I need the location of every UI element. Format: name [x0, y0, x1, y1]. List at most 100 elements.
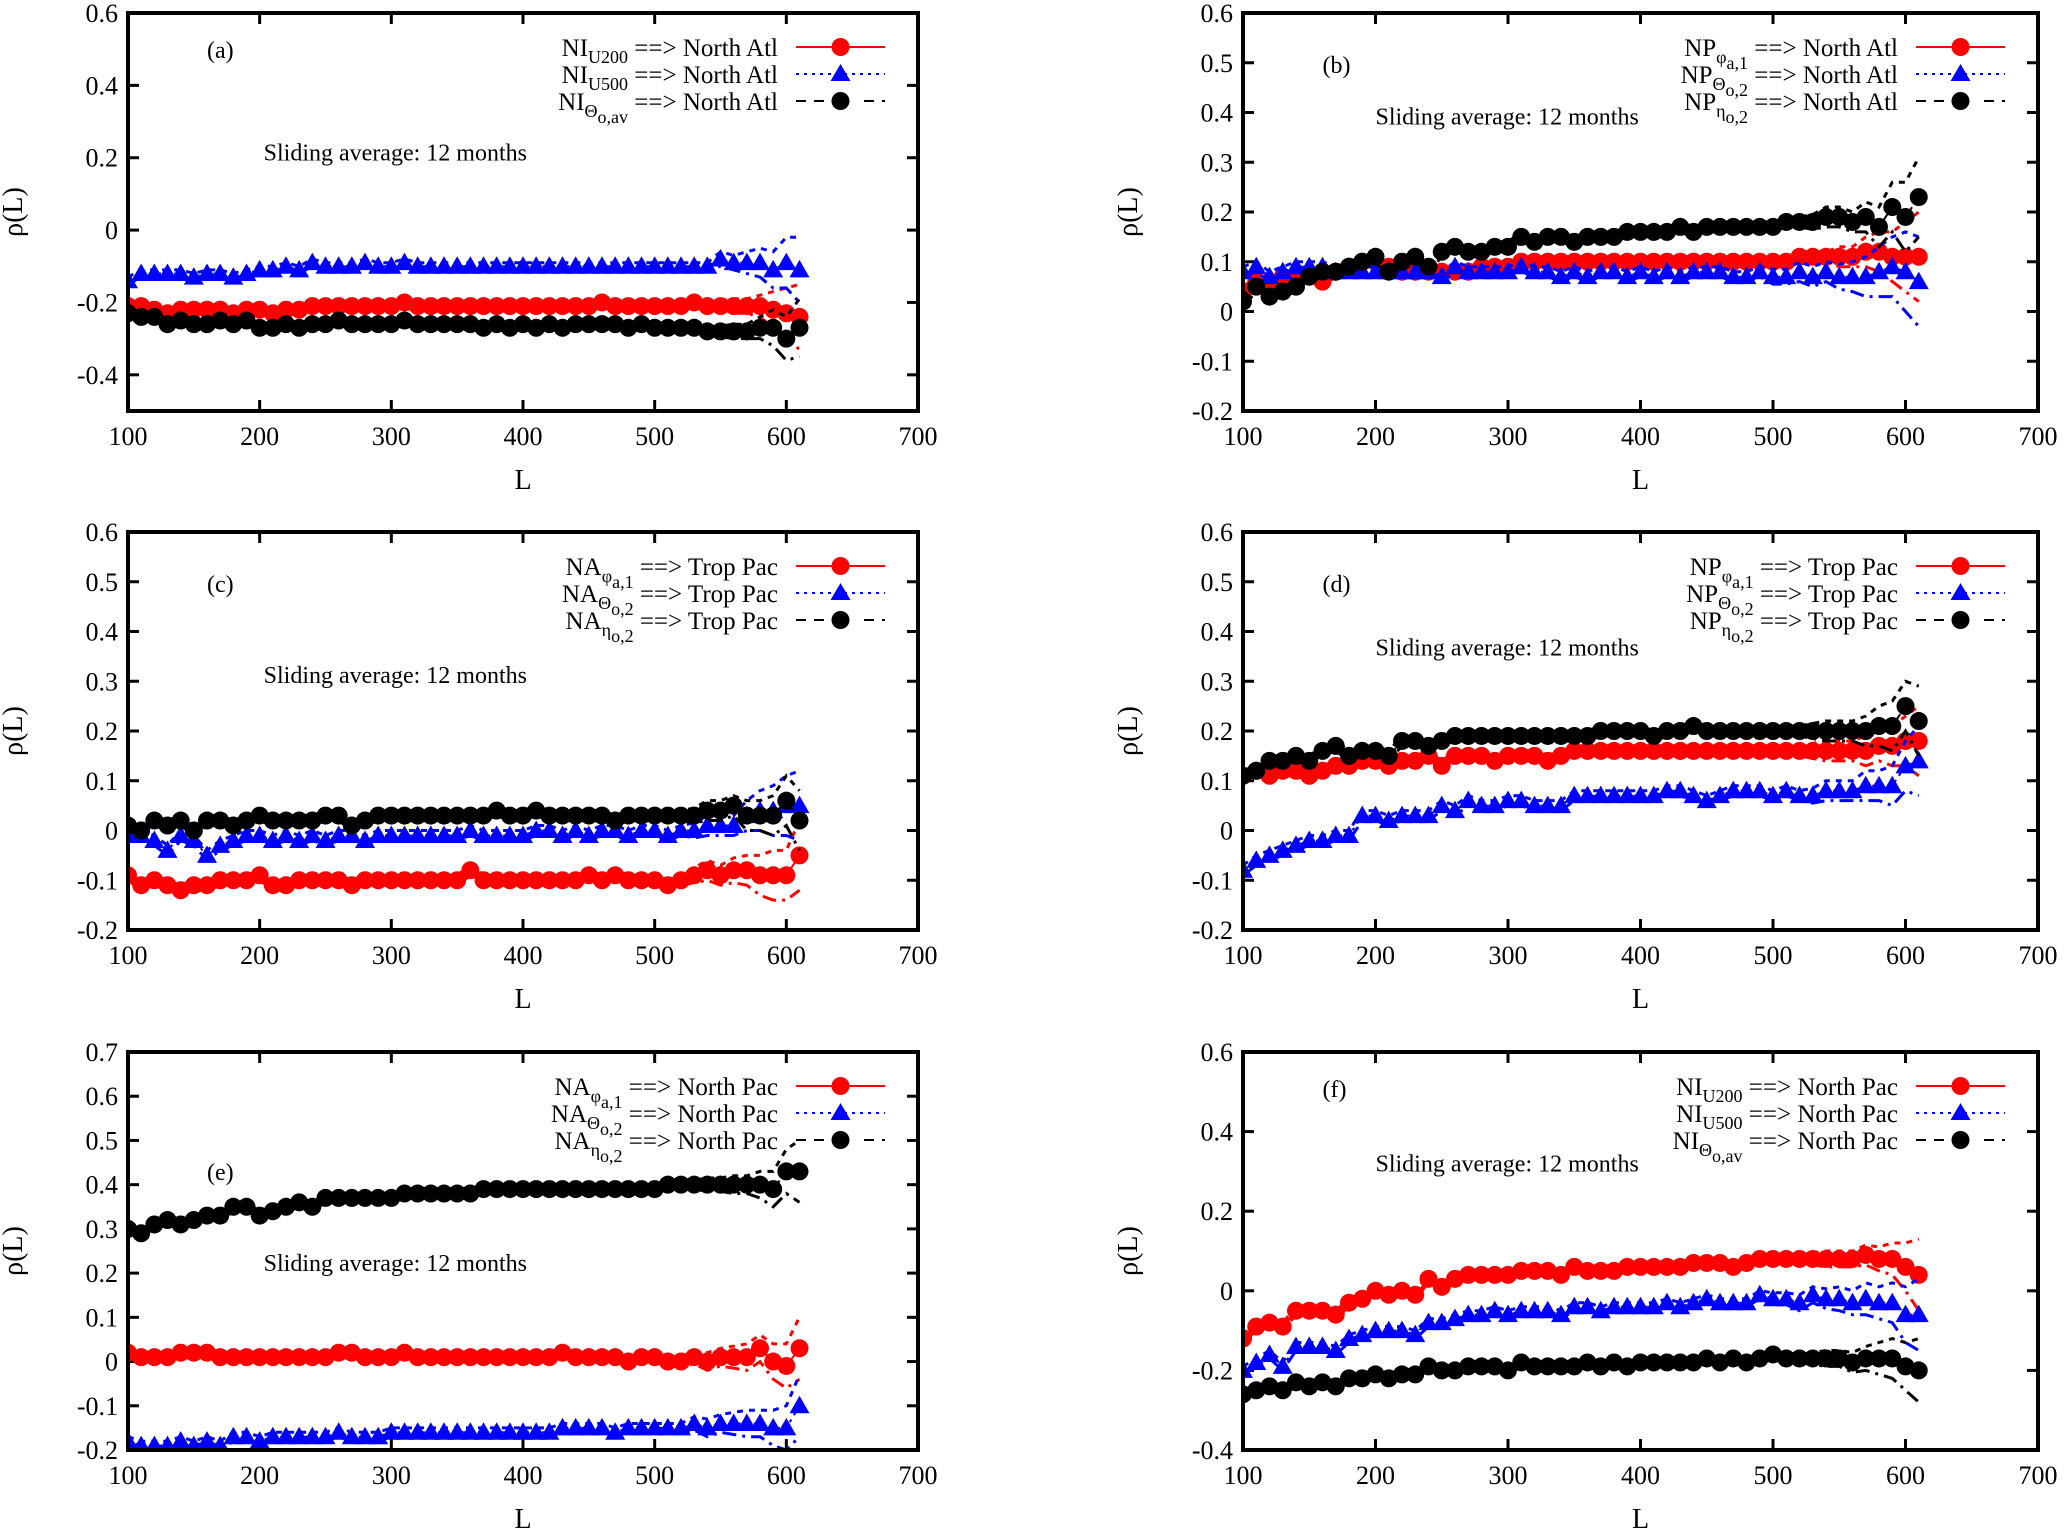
- data-point: [1790, 1349, 1809, 1368]
- data-point: [421, 871, 440, 890]
- data-point: [368, 256, 389, 274]
- data-point: [1312, 830, 1333, 848]
- data-point: [184, 300, 203, 319]
- legend-item: NIU200 ==> North Atl: [562, 35, 885, 67]
- legend-label: NIΘo,av ==> North Atl: [558, 89, 778, 127]
- series-3: [128, 1139, 809, 1243]
- data-point: [157, 263, 178, 282]
- band-lower-line: [1243, 788, 1920, 877]
- legend-item: NAφa,1 ==> Trop Pac: [566, 554, 885, 592]
- x-tick-label: 700: [899, 941, 938, 970]
- data-point: [131, 263, 152, 282]
- data-point: [724, 796, 743, 815]
- plot-frame: [126, 1050, 920, 1452]
- legend-base: NP: [1690, 608, 1722, 635]
- data-point: [303, 1348, 322, 1367]
- series-line: [128, 804, 800, 857]
- data-point: [408, 1184, 427, 1203]
- legend-subsubscript: o,av: [1712, 1146, 1743, 1166]
- data-point: [146, 1435, 163, 1450]
- data-point: [170, 263, 191, 282]
- data-point: [1325, 1340, 1346, 1358]
- data-point: [579, 1348, 598, 1367]
- data-point: [1843, 741, 1862, 760]
- x-axis-label: L: [1632, 465, 1649, 496]
- data-point: [486, 1422, 507, 1440]
- data-point: [1908, 750, 1929, 769]
- data-point: [302, 1426, 323, 1445]
- data-point: [1896, 247, 1915, 266]
- data-point: [277, 300, 295, 319]
- data-point: [1909, 188, 1928, 207]
- legend-item: NPηo,2 ==> Trop Pac: [1690, 608, 2005, 646]
- data-point: [381, 825, 402, 843]
- data-point: [1830, 247, 1849, 266]
- data-point: [1842, 266, 1863, 285]
- data-point: [657, 825, 678, 843]
- y-tick-label: 0.4: [1201, 99, 1234, 128]
- data-point: [711, 297, 730, 316]
- data-point: [198, 1206, 216, 1225]
- data-point: [632, 297, 651, 316]
- data-point: [671, 1417, 691, 1436]
- data-point: [1484, 1300, 1505, 1319]
- data-point: [724, 1348, 743, 1367]
- data-point: [1882, 1292, 1903, 1311]
- data-point: [1882, 775, 1903, 794]
- data-point: [1657, 780, 1677, 799]
- data-point: [658, 806, 677, 825]
- x-tick-label: 100: [1224, 1461, 1263, 1490]
- series-3: [1243, 156, 1928, 311]
- data-point: [276, 825, 296, 843]
- data-point: [751, 866, 769, 885]
- y-tick-label: 0.3: [86, 667, 119, 696]
- data-point: [1802, 785, 1823, 804]
- data-point: [1749, 261, 1770, 280]
- data-point: [1750, 217, 1769, 236]
- data-point: [1630, 1296, 1651, 1315]
- data-point: [1472, 1357, 1491, 1376]
- data-point: [1246, 850, 1267, 868]
- data-point: [1684, 741, 1703, 760]
- data-point: [1790, 247, 1809, 266]
- data-point: [1459, 1357, 1478, 1376]
- data-point: [1803, 741, 1822, 760]
- legend-item: NAηo,2 ==> Trop Pac: [566, 608, 885, 646]
- data-point: [724, 297, 743, 316]
- data-point: [460, 256, 481, 274]
- data-point: [619, 1180, 638, 1199]
- data-point: [790, 318, 809, 337]
- data-point: [447, 825, 468, 843]
- data-point: [1300, 751, 1319, 770]
- data-point: [1909, 712, 1928, 731]
- legend-subscript: U500: [1703, 1113, 1743, 1133]
- data-point: [237, 311, 256, 330]
- data-point: [1537, 795, 1558, 814]
- x-tick-label: 500: [635, 941, 674, 970]
- data-point: [1618, 252, 1637, 271]
- data-point: [540, 297, 559, 316]
- x-tick-label: 300: [372, 941, 411, 970]
- legend-target: ==> North Atl: [628, 35, 778, 62]
- data-point: [658, 297, 677, 316]
- data-point: [751, 318, 769, 337]
- legend-target: ==> Trop Pac: [1754, 581, 1898, 608]
- data-point: [697, 815, 718, 834]
- data-point: [1499, 237, 1517, 256]
- data-point: [566, 1348, 585, 1367]
- band-upper-line: [128, 235, 800, 279]
- x-tick-label: 300: [372, 1461, 411, 1490]
- data-point: [1552, 1357, 1570, 1376]
- data-point: [697, 256, 718, 274]
- data-point: [421, 1184, 440, 1203]
- data-point: [1869, 261, 1889, 280]
- data-point: [790, 1339, 809, 1358]
- legend-subsubscript: o,2: [600, 1119, 623, 1139]
- data-point: [236, 1426, 257, 1445]
- data-point: [1499, 1361, 1517, 1380]
- data-point: [723, 252, 744, 271]
- data-point: [1671, 1353, 1690, 1372]
- data-point: [1405, 805, 1426, 824]
- data-point: [185, 1435, 203, 1450]
- chart-panel-c: 100 200 300 400 500 600 700 -0.2 -0.1 0 0.1 0.2 0.3 0…: [0, 518, 938, 1015]
